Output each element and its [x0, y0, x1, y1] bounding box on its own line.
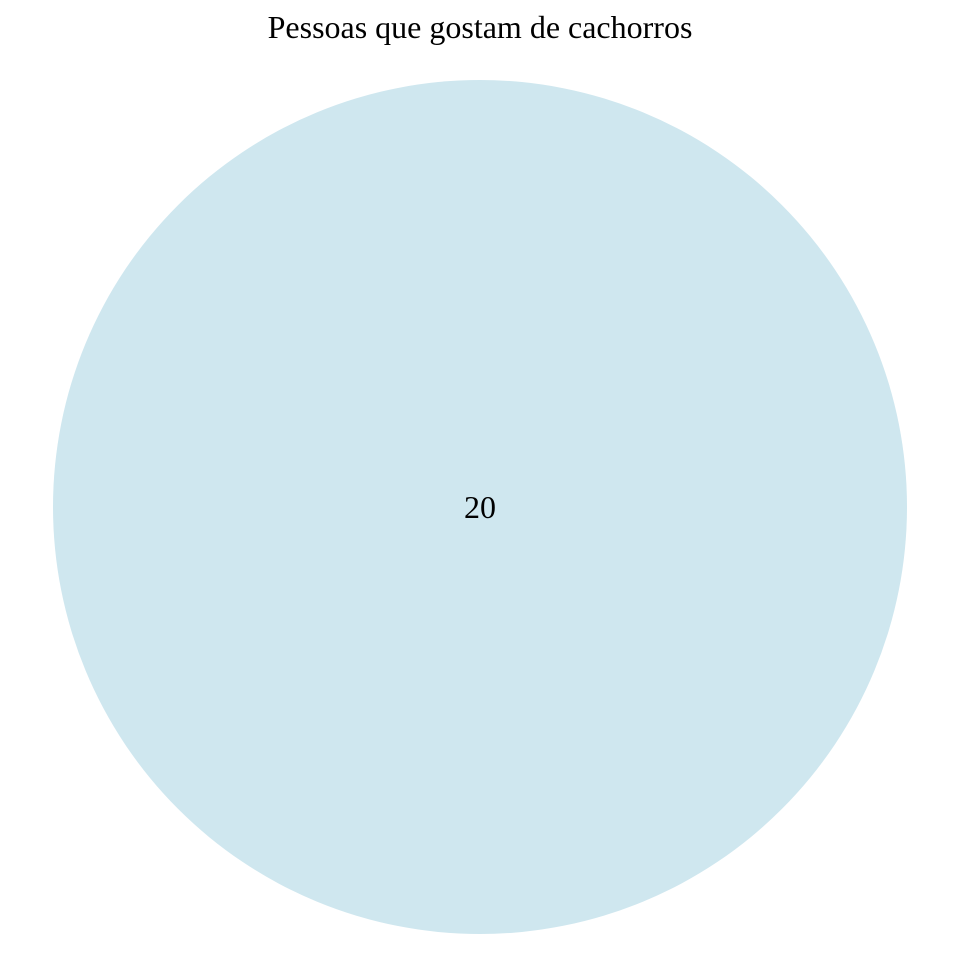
chart-title: Pessoas que gostam de cachorros	[268, 9, 693, 45]
pie-labels: 20	[464, 489, 496, 525]
pie-slice-0	[53, 80, 907, 934]
pie-slice-label-0: 20	[464, 489, 496, 525]
pie-slices	[53, 80, 907, 934]
